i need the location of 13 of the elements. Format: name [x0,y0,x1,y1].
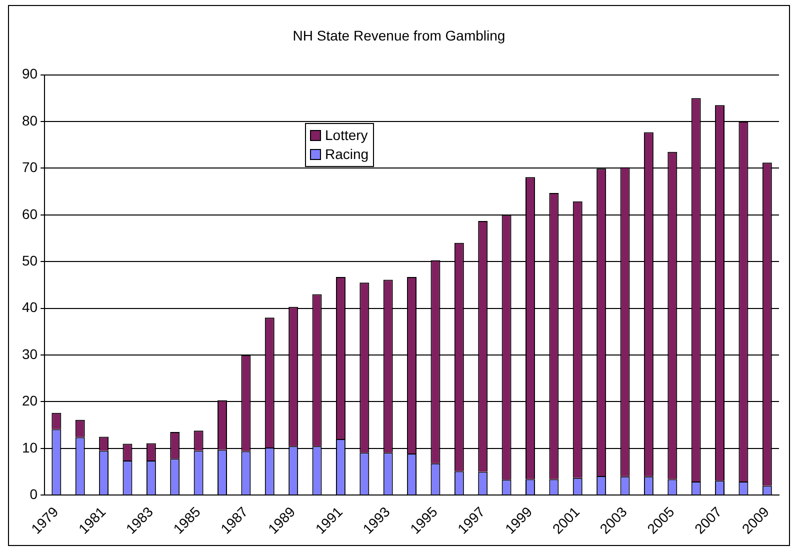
y-tick-label: 90 [22,66,38,82]
y-tick-label: 80 [22,112,38,128]
legend-label: Lottery [325,126,368,145]
y-tick-label: 70 [22,159,38,176]
y-tick-label: 0 [30,486,38,502]
legend-label: Racing [325,145,369,164]
y-tick-label: 20 [22,392,38,409]
y-tick-label: 10 [22,439,38,456]
chart-title: NH State Revenue from Gambling [292,27,506,44]
y-tick-label: 50 [22,252,38,268]
y-tick-label: 30 [22,346,38,362]
y-tick-label: 40 [22,299,38,316]
y-tick-label: 60 [22,206,38,222]
